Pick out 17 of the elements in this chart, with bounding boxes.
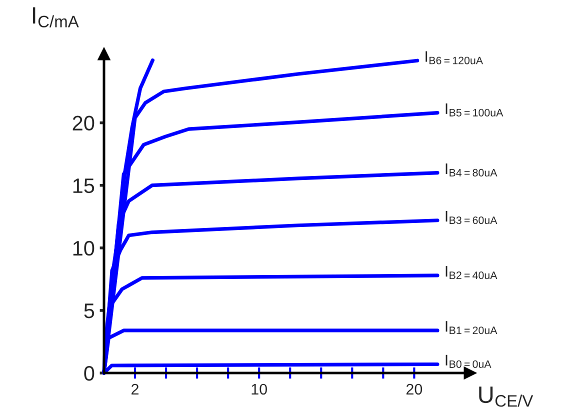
y-tick-label: 20 xyxy=(72,116,94,131)
x-axis-title: U$_{CE/V}$ xyxy=(479,386,534,407)
y-tick-label: 5 xyxy=(84,304,94,318)
series-label: I$_{B0=0uA}$ xyxy=(446,354,492,368)
series-label: I$_{B6=120uA}$ xyxy=(426,51,484,64)
series-label: I$_{B5=100uA}$ xyxy=(446,103,504,116)
x-tick-label: 20 xyxy=(406,384,422,395)
y-tick-label: 10 xyxy=(73,240,94,256)
x-tick-label: 2 xyxy=(132,384,138,394)
y-tick-label: 0 xyxy=(84,366,94,381)
series-label: I$_{B3=60uA}$ xyxy=(446,211,498,224)
series-label: I$_{B2=40uA}$ xyxy=(446,266,498,280)
series-label: I$_{B4=80uA}$ xyxy=(446,163,498,177)
series-label: I$_{B1=20uA}$ xyxy=(446,321,498,334)
y-tick-label: 15 xyxy=(73,178,94,194)
x-tick-label: 10 xyxy=(252,384,267,395)
y-axis-title: I$_{C/mA}$ xyxy=(32,7,79,28)
